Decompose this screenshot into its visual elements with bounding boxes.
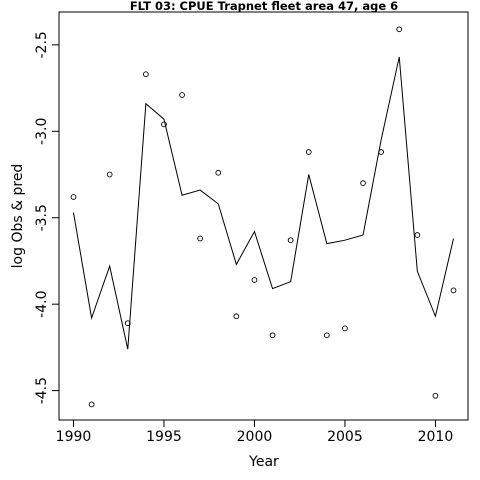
x-tick-label: 1995 bbox=[146, 429, 182, 445]
y-tick-label: -2.5 bbox=[34, 31, 50, 58]
observed-point bbox=[287, 237, 294, 244]
observed-point bbox=[305, 149, 312, 155]
observed-point bbox=[396, 26, 403, 33]
observed-point bbox=[215, 169, 222, 176]
chart-title: FLT 03: CPUE Trapnet fleet area 47, age … bbox=[130, 0, 398, 13]
x-tick-label: 2010 bbox=[418, 429, 454, 445]
observed-point bbox=[342, 325, 348, 332]
observed-point bbox=[179, 92, 185, 98]
y-tick-label: -4.0 bbox=[34, 291, 50, 318]
y-axis: -2.5 -3.0 -3.5 -4.0 -4.5 bbox=[34, 31, 59, 404]
y-axis-label: log Obs & pred bbox=[10, 164, 26, 269]
observed-point bbox=[269, 332, 276, 339]
x-axis: 1990 1995 2000 2005 2010 bbox=[56, 420, 454, 445]
plot-frame bbox=[58, 11, 469, 421]
observed-point bbox=[323, 332, 330, 339]
observed-point bbox=[251, 277, 258, 283]
y-tick-label: -3.0 bbox=[34, 118, 50, 145]
series-layer bbox=[70, 26, 457, 408]
observed-point bbox=[414, 232, 421, 238]
observed-point bbox=[432, 392, 439, 399]
observed-point bbox=[106, 171, 113, 178]
x-axis-label: Year bbox=[248, 454, 279, 470]
observed-point bbox=[360, 180, 366, 187]
observed-point bbox=[450, 287, 457, 294]
observed-point bbox=[233, 313, 240, 320]
predicted-line bbox=[72, 56, 455, 350]
observed-point bbox=[143, 71, 149, 78]
y-tick-label: -4.5 bbox=[34, 377, 50, 404]
observed-point bbox=[88, 401, 95, 408]
observed-point bbox=[161, 121, 167, 128]
x-tick-label: 2000 bbox=[237, 429, 273, 445]
observed-point bbox=[70, 194, 77, 200]
x-tick-label: 2005 bbox=[327, 429, 363, 445]
observed-point bbox=[197, 235, 204, 242]
x-tick-label: 1990 bbox=[56, 429, 92, 445]
y-tick-label: -3.5 bbox=[34, 204, 50, 231]
